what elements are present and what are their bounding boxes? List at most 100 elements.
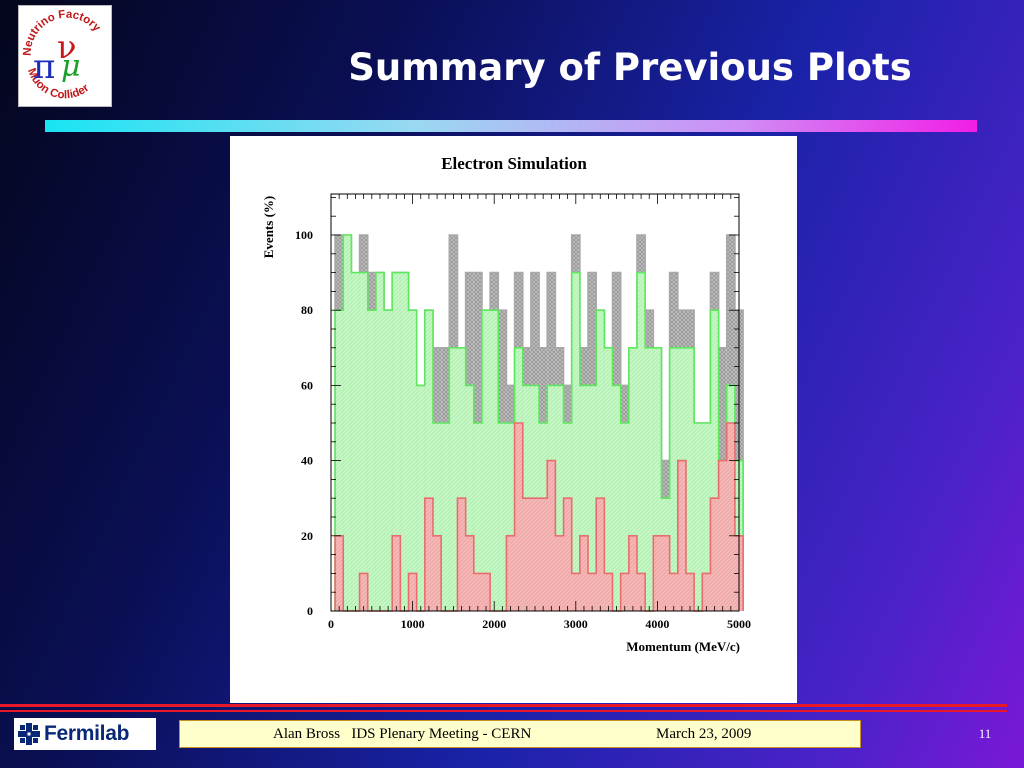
bar-green-8 [400,272,409,611]
bar-red-47 [718,460,727,611]
chart-panel: Electron Simulation Events (%) Momentum … [230,136,797,703]
bar-red-45 [702,573,711,611]
bar-green-41 [669,347,678,611]
bar-green-29 [571,272,580,611]
bar-red-25 [539,498,548,611]
bar-red-24 [530,498,540,611]
bar-green-44 [694,423,703,611]
bar-green-34 [612,385,621,611]
bar-red-7 [392,535,401,611]
neutrino-factory-logo-graphic: Neutrino Factory Muon Collider π μ ν [22,9,103,102]
fermilab-logo: Fermilab [14,718,156,750]
bar-red-12 [433,535,442,611]
bar-red-39 [653,535,662,611]
footer-date: March 23, 2009 [656,726,752,742]
footer-presenter-meeting: Alan Bross IDS Plenary Meeting - CERN [273,726,532,742]
bar-green-6 [384,310,393,611]
bar-green-2 [351,272,360,611]
logo-mu-symbol: μ [61,49,81,84]
bar-green-32 [596,310,605,611]
y-tick-label: 60 [301,378,313,392]
bar-green-39 [653,347,662,611]
x-tick-label: 3000 [564,617,588,631]
bar-green-38 [645,347,654,611]
chart-title: Electron Simulation [441,154,587,173]
bar-green-16 [465,385,474,611]
bar-red-29 [571,573,580,611]
bar-red-26 [547,460,556,611]
bar-red-23 [522,498,531,611]
bar-green-10 [416,385,425,611]
bar-red-40 [661,535,670,611]
bar-green-46 [710,310,719,611]
bar-green-33 [604,347,613,611]
bar-green-7 [392,272,401,611]
y-tick-label: 0 [307,604,313,618]
slide-title: Summary of Previous Plots [348,46,912,89]
x-axis-label: Momentum (MeV/c) [626,639,740,654]
bar-green-1 [343,235,352,611]
fermilab-emblem-icon [18,723,40,745]
bar-red-17 [473,573,482,611]
x-tick-label: 4000 [645,617,669,631]
bar-green-37 [637,272,646,611]
footer-box: Alan Bross IDS Plenary Meeting - CERN Ma… [179,720,861,748]
bar-red-33 [604,573,613,611]
bar-green-21 [506,423,515,611]
bar-green-43 [685,347,695,611]
bar-green-11 [424,310,433,611]
bar-red-41 [669,573,678,611]
y-tick-label: 40 [301,454,313,468]
x-tick-label: 0 [328,617,334,631]
bar-red-31 [588,573,597,611]
bar-red-22 [514,423,523,611]
y-tick-label: 100 [295,228,313,242]
bar-red-15 [457,498,466,611]
bar-green-18 [481,310,491,611]
bar-green-17 [473,423,482,611]
x-tick-label: 2000 [482,617,506,631]
fermilab-wordmark: Fermilab [44,722,130,745]
x-tick-label: 1000 [401,617,425,631]
bar-green-15 [457,347,466,611]
bar-green-30 [579,385,589,611]
electron-simulation-chart: Electron Simulation Events (%) Momentum … [261,154,751,654]
bar-green-36 [628,347,637,611]
bar-red-46 [710,498,719,611]
bar-green-27 [555,385,564,611]
bar-red-36 [628,535,637,611]
logo-nu-symbol: ν [57,28,76,66]
bar-red-9 [408,573,417,611]
footer-red-rule-bottom [0,710,1007,712]
axis-tick-labels: 0 1000 2000 3000 4000 5000 0 20 40 60 80 100 [295,228,751,631]
bar-green-31 [588,385,597,611]
title-gradient-rule [45,120,977,132]
bar-green-3 [359,272,368,611]
bar-green-19 [490,310,499,611]
series-red-bars [334,422,744,612]
bar-red-11 [424,498,433,611]
y-tick-label: 20 [301,529,313,543]
bar-green-12 [433,423,442,611]
bar-red-21 [506,535,515,611]
bar-green-45 [702,423,711,611]
bar-red-43 [685,573,695,611]
bar-green-4 [367,310,376,611]
bar-red-28 [563,498,572,611]
series-red-outline [334,422,744,612]
bar-red-3 [359,573,368,611]
bar-green-14 [449,347,458,611]
bar-green-13 [441,423,450,611]
bar-green-20 [498,423,507,611]
bar-red-32 [596,498,605,611]
neutrino-factory-logo: Neutrino Factory Muon Collider π μ ν [18,5,112,107]
logo-pi-symbol: π [33,47,55,87]
bar-red-48 [726,423,735,611]
axis-ticks [330,194,740,612]
page-number: 11 [978,726,992,741]
series-green-outline [334,234,744,611]
y-axis-label: Events (%) [261,196,276,258]
bar-green-9 [408,310,417,611]
y-tick-label: 80 [301,303,313,317]
bar-red-0 [335,535,344,611]
